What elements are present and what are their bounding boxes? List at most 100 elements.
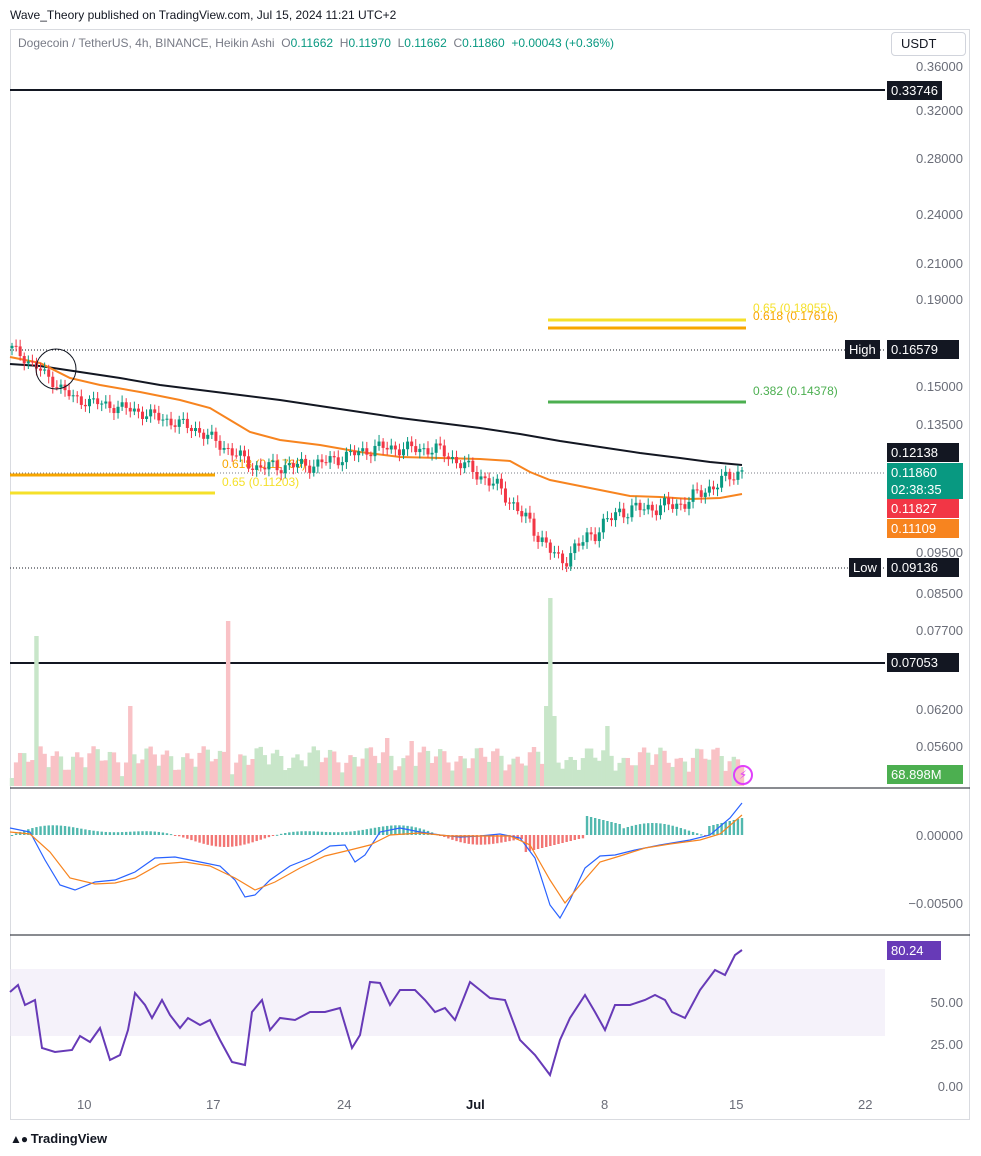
candle-body [512,502,516,504]
price-tick-021: 0.21000 [916,256,963,271]
macd-bar [173,835,177,836]
candle-body [569,553,573,567]
candle-body [740,470,744,472]
macd-bar [104,831,107,835]
macd-bar [545,835,548,847]
candle-body [540,537,544,542]
date-label-15: 15 [729,1097,744,1112]
volume-bar [576,769,582,786]
volume-bar [368,747,374,786]
high-tag-value: 0.16579 [887,340,959,359]
candle-body [381,441,385,448]
currency-button[interactable]: USDT [891,32,966,56]
volume-bar [682,761,688,786]
macd-bar [214,835,218,847]
volume-bar [46,767,51,786]
macd-bar [663,824,666,835]
candle-body [218,440,222,450]
macd-bar [308,831,311,835]
candle-body [528,512,532,519]
candle-body [589,532,593,535]
macd-bar [47,825,50,835]
close-value: 0.11860 [462,36,505,50]
candle-body [214,431,218,441]
price-tick-036: 0.36000 [916,59,963,74]
fib-label-0618-right: 0.618 (0.17616) [753,309,838,323]
rsi-tick-25: 25.00 [930,1037,963,1052]
macd-bar [202,835,205,844]
candle-body [614,512,618,521]
level-top-tag: 0.33746 [887,81,942,100]
volume-bar [539,763,545,786]
volume-bar [30,760,35,786]
macd-bar [614,823,617,835]
macd-bar [76,827,79,835]
volume-bar [234,762,239,786]
volume-bar [54,751,60,786]
candle-body [577,543,581,546]
candle-body [556,552,560,554]
volume-bar [360,758,365,786]
candle-body [120,402,124,407]
volume-bar [111,752,117,786]
candle-body [422,448,426,450]
volume-bar [393,770,398,786]
volume-bar [299,760,304,786]
candle-body [104,401,108,404]
candle-body [467,460,471,463]
symbol-title[interactable]: Dogecoin / TetherUS, 4h, BINANCE, Heikin… [18,36,275,50]
candle-body [442,445,446,457]
macd-bar [51,825,54,835]
volume-bar [242,755,247,786]
lightning-icon[interactable]: ⚡ [733,765,753,785]
high-value: 0.11970 [348,36,391,50]
macd-bar [496,835,499,844]
macd-bar [153,831,156,835]
symbol-legend: Dogecoin / TetherUS, 4h, BINANCE, Heikin… [18,36,614,50]
candle-body [165,418,169,420]
tradingview-logo[interactable]: ▲● TradingView [10,1131,107,1146]
price-tick-0056: 0.05600 [916,739,963,754]
candles-group [10,339,744,573]
volume-bar [491,751,496,786]
macd-bar [475,835,479,845]
candle-body [536,535,540,542]
macd-bar [642,823,646,835]
macd-bar [312,831,315,835]
volume-bar [531,747,537,786]
volume-bar [274,749,280,786]
volume-bar [723,770,728,786]
macd-bar [337,832,340,835]
fib-label-0382-right: 0.382 (0.14378) [753,384,838,398]
candle-body [251,468,255,470]
macd-bar [357,830,360,835]
candle-body [83,404,87,407]
candle-body [128,407,132,412]
macd-bar [708,826,711,835]
volume-bar [666,762,671,786]
candle-body [495,478,499,484]
candle-body [414,446,418,453]
macd-bar [536,835,540,849]
candle-body [634,502,638,506]
volume-bar [303,766,308,786]
macd-bar [459,835,462,843]
volume-bar [686,771,692,786]
candle-body [683,504,687,509]
volume-bar [446,762,451,786]
candle-body [304,458,308,466]
volume-bar [323,757,329,786]
volume-bar [405,755,410,786]
macd-bar [300,831,303,835]
candle-body [324,462,328,464]
candle-body [14,345,18,347]
volume-bar [123,762,129,786]
volume-bar [646,752,651,786]
volume-bar [425,750,431,786]
volume-bar [711,749,716,786]
volume-bar [213,758,219,786]
macd-bar [137,831,140,835]
macd-bar [218,835,222,847]
close-label: C [453,36,463,50]
